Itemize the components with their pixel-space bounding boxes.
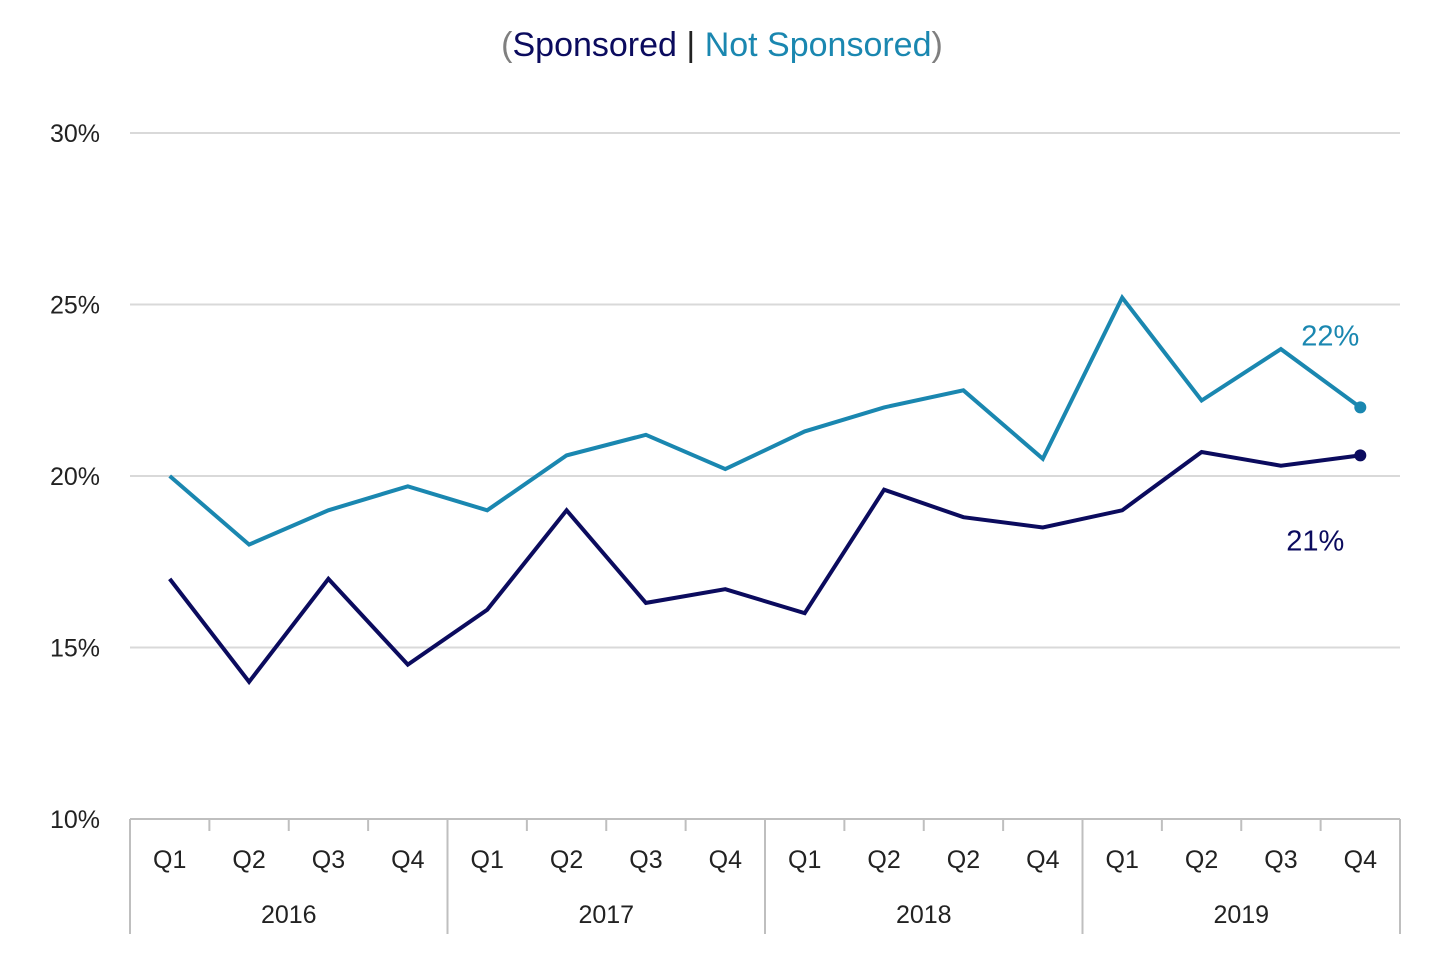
- x-tick-label-11: Q4: [1026, 846, 1059, 874]
- x-group-label-2: 2018: [896, 901, 952, 929]
- series-end-label-0: 21%: [1286, 525, 1344, 557]
- x-tick-label-5: Q2: [550, 846, 583, 874]
- legend-title: (Sponsored | Not Sponsored): [501, 26, 943, 64]
- legend-sponsored: Sponsored: [512, 26, 676, 64]
- y-tick-label-2: 20%: [50, 463, 100, 491]
- x-group-label-3: 2019: [1213, 901, 1269, 929]
- legend-close-paren: ): [932, 26, 943, 64]
- series-end-point-0: [1354, 449, 1367, 462]
- series-line-1: [168, 293, 1362, 547]
- series-layer: 21% 22%: [168, 293, 1367, 686]
- y-axis: 10% 15% 20% 25% 30%: [50, 120, 100, 834]
- x-tick-label-4: Q1: [471, 846, 504, 874]
- x-tick-label-14: Q3: [1264, 846, 1297, 874]
- x-group-label-1: 2017: [578, 901, 634, 929]
- x-axis: Q1 Q2 Q3 Q4 Q1 Q2 Q3 Q4 Q1 Q2 Q2 Q4 Q1 Q2 Q3 Q4 2016 2017…: [129, 818, 1401, 934]
- series-line-0: [168, 449, 1361, 686]
- x-tick-label-2: Q3: [312, 846, 345, 874]
- x-tick-label-7: Q4: [709, 846, 742, 874]
- x-group-label-0: 2016: [261, 901, 317, 929]
- y-tick-label-3: 25%: [50, 292, 100, 320]
- legend-not-sponsored: Not Sponsored: [705, 26, 932, 64]
- y-tick-label-4: 30%: [50, 120, 100, 148]
- series-end-label-1: 22%: [1301, 320, 1359, 352]
- series-end-point-1: [1354, 401, 1367, 414]
- x-tick-label-6: Q3: [629, 846, 662, 874]
- x-tick-label-15: Q4: [1344, 846, 1377, 874]
- x-tick-label-8: Q1: [788, 846, 821, 874]
- x-tick-label-12: Q1: [1106, 846, 1139, 874]
- x-tick-label-1: Q2: [232, 846, 265, 874]
- x-tick-label-10: Q2: [947, 846, 980, 874]
- y-tick-label-1: 15%: [50, 635, 100, 663]
- legend-separator: |: [677, 26, 705, 64]
- gridlines: [130, 132, 1400, 649]
- x-tick-label-0: Q1: [153, 846, 186, 874]
- x-tick-label-13: Q2: [1185, 846, 1218, 874]
- legend-open-paren: (: [501, 26, 513, 64]
- x-tick-label-9: Q2: [867, 846, 900, 874]
- x-tick-label-3: Q4: [391, 846, 424, 874]
- y-tick-label-0: 10%: [50, 806, 100, 834]
